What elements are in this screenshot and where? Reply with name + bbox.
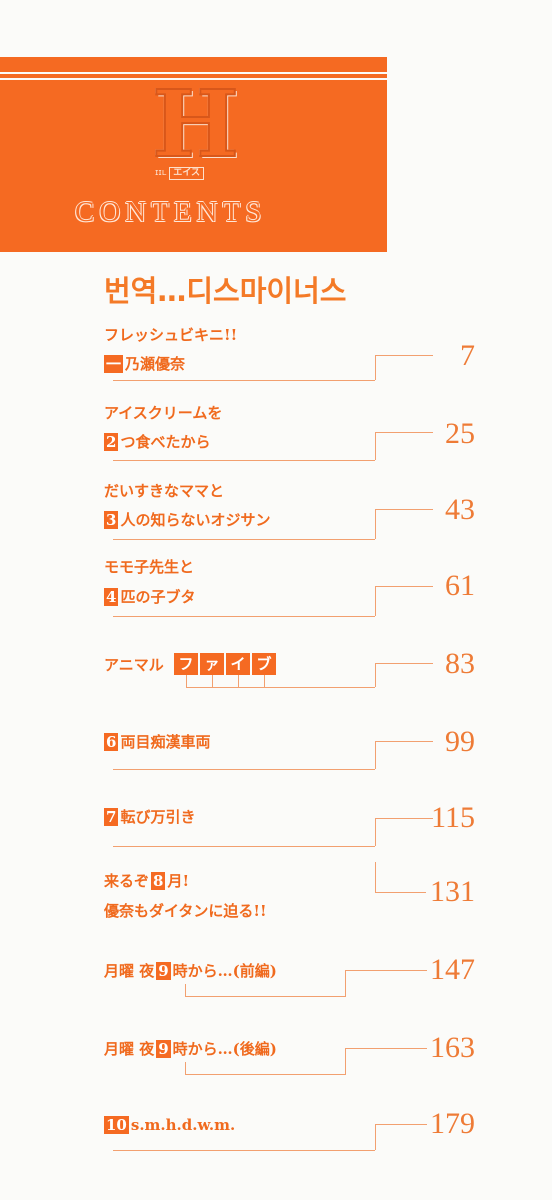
entry-3-page: 43 bbox=[445, 493, 475, 526]
entry-5-box-4: ブ bbox=[252, 653, 276, 675]
entry-8-line2: 優奈もダイタンに迫る!! bbox=[104, 902, 267, 920]
entry-5-title-boxes: フ ァ イ ブ bbox=[174, 653, 276, 675]
entry-9-bracket-bottom bbox=[185, 984, 346, 997]
entry-11-page: 179 bbox=[430, 1107, 475, 1140]
entry-4-bracket-bottom bbox=[113, 606, 375, 617]
entry-4-title: 匹の子ブタ bbox=[120, 588, 196, 606]
entry-11-bracket-top bbox=[375, 1124, 427, 1125]
entry-4-bracket-top bbox=[375, 586, 433, 587]
entry-5-box-3: イ bbox=[226, 653, 250, 675]
logo-sub-right: エイス bbox=[169, 166, 204, 180]
entry-5-tick-4 bbox=[264, 675, 265, 687]
entry-7-number: 7 bbox=[104, 808, 119, 826]
entry-1-line1: フレッシュビキニ!! bbox=[104, 326, 238, 344]
entry-9-page: 147 bbox=[430, 953, 475, 986]
entry-1-bracket-bottom bbox=[113, 372, 375, 381]
entry-9-line1: 月曜 夜 9 時から…(前編) bbox=[104, 962, 277, 980]
entry-6-bracket-top bbox=[375, 741, 433, 742]
entry-2-bracket-bottom bbox=[113, 450, 375, 461]
entry-1-bracket-side bbox=[375, 355, 376, 380]
entry-5-box-2: ァ bbox=[200, 653, 224, 675]
entry-10-title-a: 月曜 夜 bbox=[104, 1040, 155, 1058]
entry-10-number: 9 bbox=[156, 1040, 171, 1058]
entry-7-line1: 7 転び万引き bbox=[104, 808, 195, 826]
entry-4-line1: モモ子先生と bbox=[104, 558, 195, 576]
entry-3-number: 3 bbox=[104, 511, 119, 529]
entry-10-bracket-bottom bbox=[185, 1062, 346, 1075]
entry-8-title-a: 来るぞ bbox=[104, 872, 150, 890]
entry-2-number: 2 bbox=[104, 433, 119, 451]
logo-sub-left: ɪɪʟ bbox=[155, 168, 167, 178]
entry-3-line2: 3 人の知らないオジサン bbox=[104, 511, 270, 529]
entry-3-bracket-top bbox=[375, 509, 433, 510]
entry-3-bracket-bottom bbox=[113, 529, 375, 540]
entry-5-line1: アニマル bbox=[104, 656, 164, 674]
entry-9-title-a: 月曜 夜 bbox=[104, 962, 155, 980]
entry-11-title: s.m.h.d.w.m. bbox=[130, 1116, 236, 1134]
entry-5-box-1: フ bbox=[174, 653, 198, 675]
entry-4-number: 4 bbox=[104, 588, 119, 606]
entry-11-number: 10 bbox=[104, 1116, 129, 1134]
entry-5-page: 83 bbox=[445, 647, 475, 680]
header-divider-top bbox=[0, 72, 387, 74]
entry-8-page: 131 bbox=[430, 875, 475, 908]
entry-1-number: 一 bbox=[104, 355, 124, 373]
entry-2-line2: 2 つ食べたから bbox=[104, 433, 210, 451]
entry-9-number: 9 bbox=[156, 962, 171, 980]
translator-note: 번역…디스마이너스 bbox=[104, 274, 347, 308]
entry-1-page: 7 bbox=[460, 339, 475, 372]
entry-11-bracket-bottom bbox=[113, 1136, 375, 1151]
entry-8-number: 8 bbox=[151, 872, 166, 890]
entry-1-line2: 一乃瀬優奈 bbox=[104, 355, 185, 373]
entry-6-line1: 6 両目痴漢車両 bbox=[104, 733, 210, 751]
contents-title: CONTENTS bbox=[75, 196, 267, 228]
entry-5-bracket-side bbox=[375, 663, 376, 687]
entry-10-page: 163 bbox=[430, 1031, 475, 1064]
header-divider-top-2 bbox=[0, 78, 387, 80]
entry-2-bracket-top bbox=[375, 432, 433, 433]
h-logo: H bbox=[151, 70, 240, 178]
entry-11-bracket-side bbox=[375, 1124, 376, 1150]
entry-4-page: 61 bbox=[445, 569, 475, 602]
entry-5-tick-3 bbox=[238, 675, 239, 687]
entry-7-page: 115 bbox=[431, 801, 475, 834]
entry-4-line2: 4 匹の子ブタ bbox=[104, 588, 195, 606]
entry-9-title-b: 時から…(前編) bbox=[172, 962, 277, 980]
entry-7-title: 転び万引き bbox=[120, 808, 196, 826]
entry-5-bracket-top bbox=[375, 663, 433, 664]
entry-8-line1: 来るぞ 8 月! bbox=[104, 872, 189, 890]
entry-10-title-b: 時から…(後編) bbox=[172, 1040, 277, 1058]
entry-10-line1: 月曜 夜 9 時から…(後編) bbox=[104, 1040, 277, 1058]
entry-8-title-b: 月! bbox=[167, 872, 190, 890]
contents-header-panel bbox=[0, 57, 387, 252]
entry-3-title: 人の知らないオジサン bbox=[120, 511, 271, 529]
entry-6-title: 両目痴漢車両 bbox=[120, 733, 211, 751]
entry-7-bracket-bottom bbox=[113, 828, 375, 847]
entry-10-bracket-top bbox=[345, 1048, 427, 1049]
entry-7-bracket-top bbox=[375, 818, 433, 819]
entry-7-bracket-side bbox=[375, 818, 376, 846]
entry-8-bracket bbox=[375, 862, 426, 893]
entry-1-bracket-top bbox=[375, 355, 433, 356]
entry-1-title: 乃瀬優奈 bbox=[125, 355, 186, 373]
entry-3-bracket-side bbox=[375, 509, 376, 539]
entry-9-bracket-top bbox=[345, 970, 427, 971]
entry-2-page: 25 bbox=[445, 417, 475, 450]
entry-2-title: つ食べたから bbox=[120, 433, 211, 451]
entry-6-number: 6 bbox=[104, 733, 119, 751]
entry-10-bracket-side bbox=[345, 1048, 346, 1074]
entry-6-bracket-bottom bbox=[113, 753, 375, 770]
entry-5-bracket-bottom bbox=[186, 677, 375, 688]
entry-11-line1: 10 s.m.h.d.w.m. bbox=[104, 1116, 235, 1134]
entry-3-line1: だいすきなママと bbox=[104, 482, 225, 500]
entry-9-bracket-side bbox=[345, 970, 346, 996]
logo-subtitle: ɪɪʟ エイス bbox=[155, 166, 204, 180]
entry-5-tick-1 bbox=[186, 675, 187, 687]
entry-5-tick-2 bbox=[212, 675, 213, 687]
entry-2-bracket-side bbox=[375, 432, 376, 460]
entry-4-bracket-side bbox=[375, 586, 376, 616]
entry-6-page: 99 bbox=[445, 725, 475, 758]
entry-2-line1: アイスクリームを bbox=[104, 404, 223, 422]
entry-6-bracket-side bbox=[375, 741, 376, 769]
